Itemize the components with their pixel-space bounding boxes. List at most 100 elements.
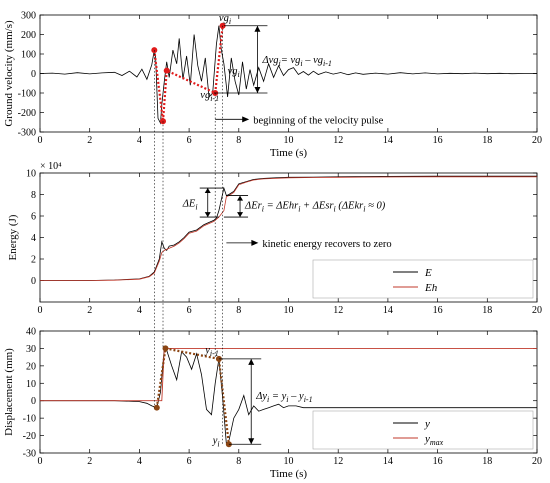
annotation-pulse: beginning of the velocity pulse bbox=[253, 115, 383, 126]
y-tick-label: 10 bbox=[26, 169, 36, 180]
annotation: Δvgi= vgi – vgi-1 bbox=[261, 55, 331, 68]
annotations-layer: vgi vgi vgi-1 Δvgi= vgi – vgi-1 beginning of… bbox=[182, 13, 392, 448]
x-tick-label: 16 bbox=[433, 305, 443, 316]
x-tick-label: 20 bbox=[532, 135, 542, 146]
x-tick-label: 12 bbox=[333, 135, 343, 146]
panel-2: 0 2 4 6 8 10 12 14 16 18 20 0 2 4 6 8 10 Energy (J) × 10⁴ E… bbox=[7, 161, 542, 316]
series-line-y bbox=[40, 347, 537, 446]
x-tick-label: 8 bbox=[236, 305, 241, 316]
x-tick-label: 14 bbox=[383, 135, 393, 146]
y-tick-label: 40 bbox=[26, 327, 36, 338]
x-tick-label: 2 bbox=[87, 305, 92, 316]
annotation: yi-1 bbox=[204, 345, 219, 358]
annotation-kinetic: kinetic energy recovers to zero bbox=[262, 239, 391, 250]
x-tick-label: 6 bbox=[187, 135, 192, 146]
y-tick-label: 100 bbox=[21, 50, 36, 61]
y-tick-label: 10 bbox=[26, 379, 36, 390]
x-tick-label: 14 bbox=[383, 456, 393, 467]
annotation: vgi bbox=[219, 13, 231, 26]
annotation: ΔEi bbox=[182, 198, 198, 211]
panel-1: 0 2 4 6 8 10 12 14 16 18 20 -300 -200 -100 0 100 200 300 G… bbox=[3, 11, 542, 160]
x-tick-label: 4 bbox=[137, 456, 142, 467]
x-tick-label: 4 bbox=[137, 135, 142, 146]
arrow-head bbox=[254, 87, 261, 93]
y-tick-label: 6 bbox=[31, 212, 36, 223]
y-tick-label: 4 bbox=[31, 233, 36, 244]
x-tick-label: 2 bbox=[87, 456, 92, 467]
legend-entry: ymax bbox=[424, 433, 444, 447]
arrow-head bbox=[251, 239, 259, 246]
arrow-head bbox=[248, 358, 255, 365]
annotation: Δyi = yi – yi-1 bbox=[255, 391, 312, 404]
legend-box bbox=[312, 259, 534, 299]
panel-3: 0 2 4 6 8 10 12 14 16 18 20 -30 -20 -10 0 10 20 30 40 Displ… bbox=[3, 327, 542, 481]
y-tick-label: 0 bbox=[31, 396, 36, 407]
y-axis-label: Displacement (mm) bbox=[3, 348, 15, 436]
x-tick-label: 18 bbox=[482, 305, 492, 316]
y-tick-label: -300 bbox=[18, 128, 36, 139]
pulse-path bbox=[155, 347, 230, 445]
legend: y ymax bbox=[312, 410, 534, 450]
x-tick-label: 20 bbox=[532, 305, 542, 316]
y-tick-label: 0 bbox=[31, 69, 36, 80]
x-tick-label: 18 bbox=[482, 135, 492, 146]
y-tick-label: -10 bbox=[23, 414, 36, 425]
arrow-head bbox=[204, 212, 211, 218]
x-tick-label: 0 bbox=[38, 456, 43, 467]
y-tick-label: 200 bbox=[21, 30, 36, 41]
y-tick-label: 8 bbox=[31, 190, 36, 201]
y-axis-label: Ground velocity (mm/s) bbox=[3, 20, 15, 127]
series-line-ground-velocity bbox=[40, 25, 537, 125]
annotation: vgi-1 bbox=[200, 90, 219, 103]
arrow-head bbox=[248, 438, 255, 445]
series-line-y_max bbox=[40, 347, 537, 402]
y-axis-multiplier: × 10⁴ bbox=[40, 161, 62, 172]
x-tick-label: 12 bbox=[333, 456, 343, 467]
y-tick-label: 30 bbox=[26, 344, 36, 355]
y-tick-label: -30 bbox=[23, 449, 36, 460]
legend-box bbox=[312, 410, 534, 450]
y-tick-label: -100 bbox=[18, 89, 36, 100]
x-tick-label: 10 bbox=[284, 305, 294, 316]
y-tick-label: 2 bbox=[31, 255, 36, 266]
annotation: ΔEri = ΔEhri + ΔEsri (ΔEkri ≈ 0) bbox=[244, 200, 386, 213]
legend-entry: y bbox=[424, 418, 430, 430]
y-tick-label: 20 bbox=[26, 361, 36, 372]
x-tick-label: 8 bbox=[236, 135, 241, 146]
guide-lines-layer bbox=[154, 25, 223, 445]
x-tick-label: 16 bbox=[433, 135, 443, 146]
peak-marker bbox=[153, 404, 160, 411]
panels-layer: 0 2 4 6 8 10 12 14 16 18 20-300-200-1000100200300G… bbox=[3, 11, 542, 481]
x-tick-label: 6 bbox=[187, 305, 192, 316]
x-tick-label: 16 bbox=[433, 456, 443, 467]
arrow-head bbox=[242, 116, 250, 123]
series-line-E bbox=[40, 175, 537, 281]
y-tick-label: 300 bbox=[21, 11, 36, 22]
y-tick-label: -20 bbox=[23, 431, 36, 442]
x-tick-label: 12 bbox=[333, 305, 343, 316]
legend: E Eh bbox=[312, 259, 534, 299]
x-tick-label: 0 bbox=[38, 305, 43, 316]
series-group bbox=[40, 345, 537, 448]
y-tick-label: -200 bbox=[18, 108, 36, 119]
legend-entry: E bbox=[424, 267, 432, 279]
x-axis-label: Time (s) bbox=[270, 468, 308, 480]
y-axis-label: Energy (J) bbox=[7, 214, 19, 260]
arrow-head bbox=[237, 212, 244, 218]
x-tick-label: 10 bbox=[284, 456, 294, 467]
annotation: vgi bbox=[228, 66, 240, 79]
x-tick-label: 8 bbox=[236, 456, 241, 467]
x-tick-label: 20 bbox=[532, 456, 542, 467]
x-tick-label: 10 bbox=[284, 135, 294, 146]
annotation: yi bbox=[212, 435, 220, 448]
x-tick-label: 18 bbox=[482, 456, 492, 467]
arrow-head bbox=[204, 188, 211, 194]
x-tick-label: 6 bbox=[187, 456, 192, 467]
x-tick-label: 0 bbox=[38, 135, 43, 146]
legend-entry: Eh bbox=[424, 282, 438, 294]
series-group bbox=[40, 22, 537, 125]
x-tick-label: 2 bbox=[87, 135, 92, 146]
arrow-head bbox=[254, 25, 261, 32]
peak-marker bbox=[163, 67, 170, 74]
